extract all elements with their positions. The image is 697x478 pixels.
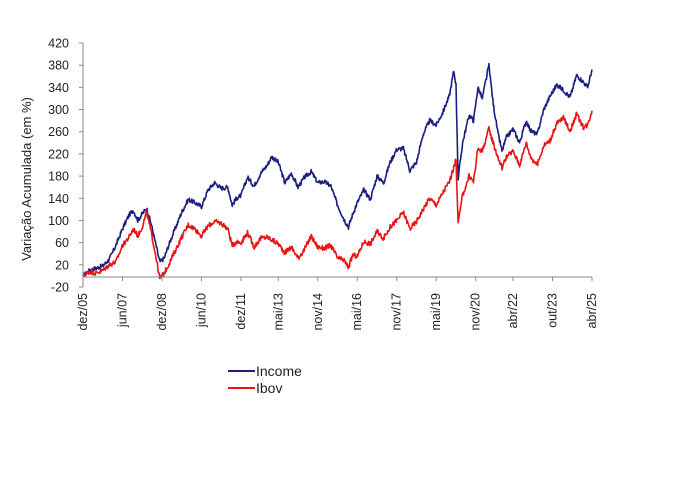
x-tick-label: mai/13 — [271, 293, 285, 331]
y-tick-label: 260 — [48, 125, 69, 139]
y-tick-label: 380 — [48, 59, 69, 73]
x-tick-label: nov/14 — [311, 293, 325, 331]
x-tick-label: out/23 — [546, 293, 560, 328]
x-tick-label: nov/17 — [390, 293, 404, 331]
x-tick-label: abr/22 — [506, 293, 520, 328]
y-tick-label: -20 — [51, 281, 69, 295]
legend-label-ibov: Ibov — [256, 379, 283, 396]
x-tick-label: nov/20 — [469, 293, 483, 331]
y-tick-label: 220 — [48, 147, 69, 161]
y-tick-label: 60 — [55, 236, 69, 250]
legend-item-ibov: Ibov — [228, 379, 302, 396]
x-tick-label: mai/16 — [350, 293, 364, 331]
y-tick-label: 100 — [48, 214, 69, 228]
x-tick-label: dez/11 — [234, 293, 248, 330]
y-tick-label: 140 — [48, 192, 69, 206]
x-tick-label: jun/10 — [194, 293, 208, 328]
x-tick-label: dez/08 — [155, 293, 169, 331]
x-tick-label: dez/05 — [76, 293, 90, 331]
x-tick-label: abr/25 — [585, 293, 599, 328]
y-tick-label: 420 — [48, 37, 69, 51]
y-tick-label: 180 — [48, 170, 69, 184]
legend-item-income: Income — [228, 362, 302, 379]
y-tick-label: 300 — [48, 103, 69, 117]
legend-swatch-income — [228, 369, 255, 372]
series-line-income — [82, 62, 593, 278]
legend-swatch-ibov — [228, 386, 255, 389]
x-tick-label: jun/07 — [115, 293, 129, 328]
series-line-ibov — [82, 110, 593, 280]
legend: Income Ibov — [228, 362, 302, 396]
y-axis-label: Variação Acumulada (em %) — [19, 97, 34, 261]
y-tick-label: 20 — [55, 258, 69, 272]
x-tick-label: mai/19 — [429, 293, 443, 331]
legend-label-income: Income — [256, 362, 302, 379]
y-tick-label: 340 — [48, 81, 69, 95]
